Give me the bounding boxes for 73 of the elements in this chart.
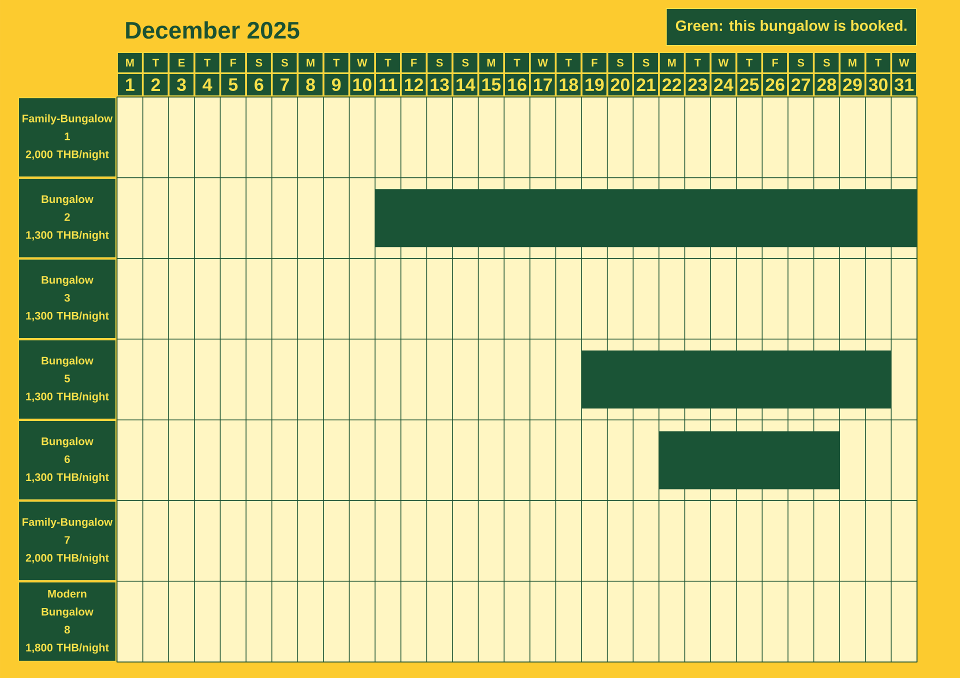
x-tick-label: 5 (228, 78, 238, 91)
text: T (204, 58, 211, 66)
text: S (823, 58, 830, 67)
text: M (668, 58, 676, 66)
x-tick-label: 2 (151, 78, 160, 91)
x-tick-label: 16 (508, 78, 526, 92)
text: W (898, 58, 910, 66)
text: S (436, 58, 443, 67)
y-tick-label: Family-Bungalow 7 2,000 THB/night (22, 518, 113, 564)
x-tick-label: 11 (380, 78, 397, 91)
text: M (306, 58, 314, 66)
text: T (694, 58, 701, 66)
x-tick-label: 6 (254, 78, 264, 92)
x-tick-label: 30 (868, 78, 888, 92)
chart-title: December 2025 (126, 21, 300, 39)
text: T (875, 58, 882, 66)
text: W (357, 58, 368, 66)
x-tick-label: 24 (714, 78, 734, 91)
bar (582, 350, 892, 408)
text: M (848, 58, 856, 66)
x-tick-label: 14 (456, 78, 476, 91)
x-tick-label: 17 (534, 78, 552, 91)
text: T (333, 58, 340, 66)
x-tick-label: 25 (740, 78, 759, 92)
text: S (256, 58, 262, 67)
x-tick-label: 27 (792, 78, 810, 91)
y-tick-label: Modern Bungalow 8 1,800 THB/night (26, 590, 109, 654)
x-tick-label: 12 (404, 78, 424, 91)
x-tick-label: 13 (430, 78, 449, 92)
x-tick-label: 8 (306, 78, 315, 92)
x-tick-label: 19 (586, 78, 604, 92)
text: F (592, 58, 598, 66)
text: Green: this bungalow is booked. (676, 20, 906, 34)
x-tick-label: 26 (766, 78, 784, 92)
y-tick-label: Bungalow 6 1,300 THB/night (26, 437, 109, 484)
x-tick-label: 9 (332, 78, 341, 92)
text: S (642, 58, 650, 67)
x-tick-label: 31 (894, 78, 914, 92)
x-tick-label: 22 (662, 78, 682, 91)
text: S (798, 58, 804, 67)
text: T (514, 58, 520, 66)
text: E (178, 58, 185, 66)
text: S (462, 58, 469, 67)
x-tick-label: 3 (176, 78, 186, 92)
y-tick-label: Bungalow 3 1,300 THB/night (26, 276, 109, 322)
x-tick-label: 18 (560, 78, 578, 92)
x-tick-label: 23 (688, 78, 707, 92)
text: T (746, 58, 752, 66)
x-tick-label: 15 (482, 78, 501, 91)
text: S (616, 58, 624, 67)
text: T (152, 58, 159, 66)
x-tick-label: 4 (202, 78, 212, 91)
text: M (487, 58, 496, 66)
x-tick-label: 10 (353, 78, 372, 92)
x-tick-label: 21 (636, 78, 656, 91)
x-tick-label: 29 (843, 78, 862, 92)
text: T (384, 58, 392, 66)
text: M (126, 58, 134, 66)
text: S (281, 58, 288, 67)
y-tick-label: Bungalow 5 1,300 THB/night (26, 356, 109, 403)
text: F (411, 58, 417, 66)
x-tick-label: 7 (280, 78, 289, 91)
text: W (718, 58, 729, 66)
text: F (230, 58, 236, 66)
x-tick-label: 28 (817, 78, 836, 92)
y-tick-label: Family-Bungalow 1 2,000 THB/night (22, 114, 113, 160)
x-tick-label: 1 (126, 78, 134, 91)
y-tick-label: Bungalow 2 1,300 THB/night (26, 195, 109, 242)
text: W (538, 58, 548, 66)
text: T (565, 58, 572, 66)
bar (658, 431, 840, 490)
x-tick-label: 20 (610, 78, 630, 92)
text: F (772, 58, 778, 66)
